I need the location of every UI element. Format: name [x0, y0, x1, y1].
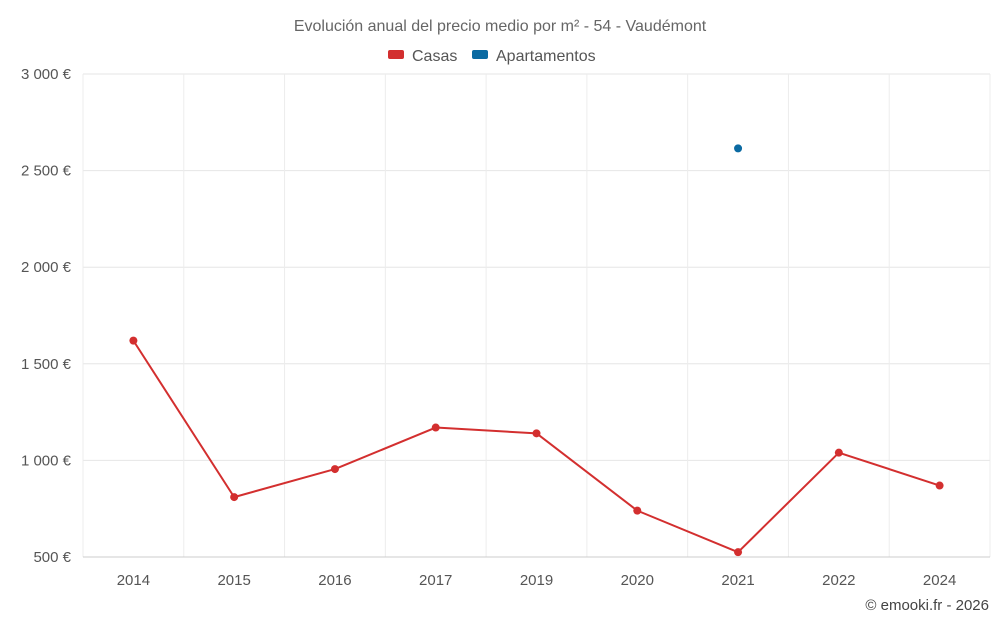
data-point-casas[interactable] [633, 506, 642, 515]
data-point-casas[interactable] [834, 448, 843, 457]
y-tick-label: 500 € [33, 549, 71, 566]
y-tick-label: 3 000 € [21, 66, 72, 83]
x-tick-label: 2020 [621, 572, 654, 589]
x-tick-label: 2024 [923, 572, 956, 589]
data-point-apartamentos[interactable] [734, 144, 743, 153]
y-tick-label: 2 500 € [21, 163, 72, 180]
x-tick-label: 2017 [419, 572, 452, 589]
legend: Casas Apartamentos [388, 48, 596, 65]
x-tick-label: 2021 [721, 572, 754, 589]
data-point-casas[interactable] [129, 336, 138, 345]
legend-item-apartamentos[interactable]: Apartamentos [472, 48, 596, 65]
series-line-casas [132, 340, 940, 554]
chart-title: Evolución anual del precio medio por m² … [294, 18, 707, 35]
x-tick-label: 2022 [822, 572, 855, 589]
grid [82, 73, 991, 558]
data-point-casas[interactable] [431, 423, 440, 432]
legend-swatch-apartamentos [472, 50, 488, 59]
x-tick-label: 2014 [117, 572, 150, 589]
data-point-casas[interactable] [532, 429, 541, 438]
series [129, 144, 944, 557]
y-tick-label: 2 000 € [21, 259, 72, 276]
axes: 500 € 1 000 € 1 500 € 2 000 € 2 500 € 3 000 €… [21, 66, 990, 589]
chart-credit: © emooki.fr - 2026 [865, 597, 989, 614]
y-tick-label: 1 500 € [21, 356, 72, 373]
x-tick-label: 2016 [318, 572, 351, 589]
data-point-casas[interactable] [734, 548, 743, 557]
data-point-casas[interactable] [230, 493, 239, 502]
data-point-casas[interactable] [330, 465, 339, 474]
y-tick-label: 1 000 € [21, 452, 72, 469]
legend-swatch-casas [388, 50, 404, 59]
data-point-casas[interactable] [935, 481, 944, 490]
legend-item-casas[interactable]: Casas [388, 48, 457, 65]
legend-label-apartamentos: Apartamentos [496, 48, 596, 65]
legend-label-casas: Casas [412, 48, 457, 65]
x-tick-label: 2019 [520, 572, 553, 589]
x-tick-label: 2015 [217, 572, 250, 589]
